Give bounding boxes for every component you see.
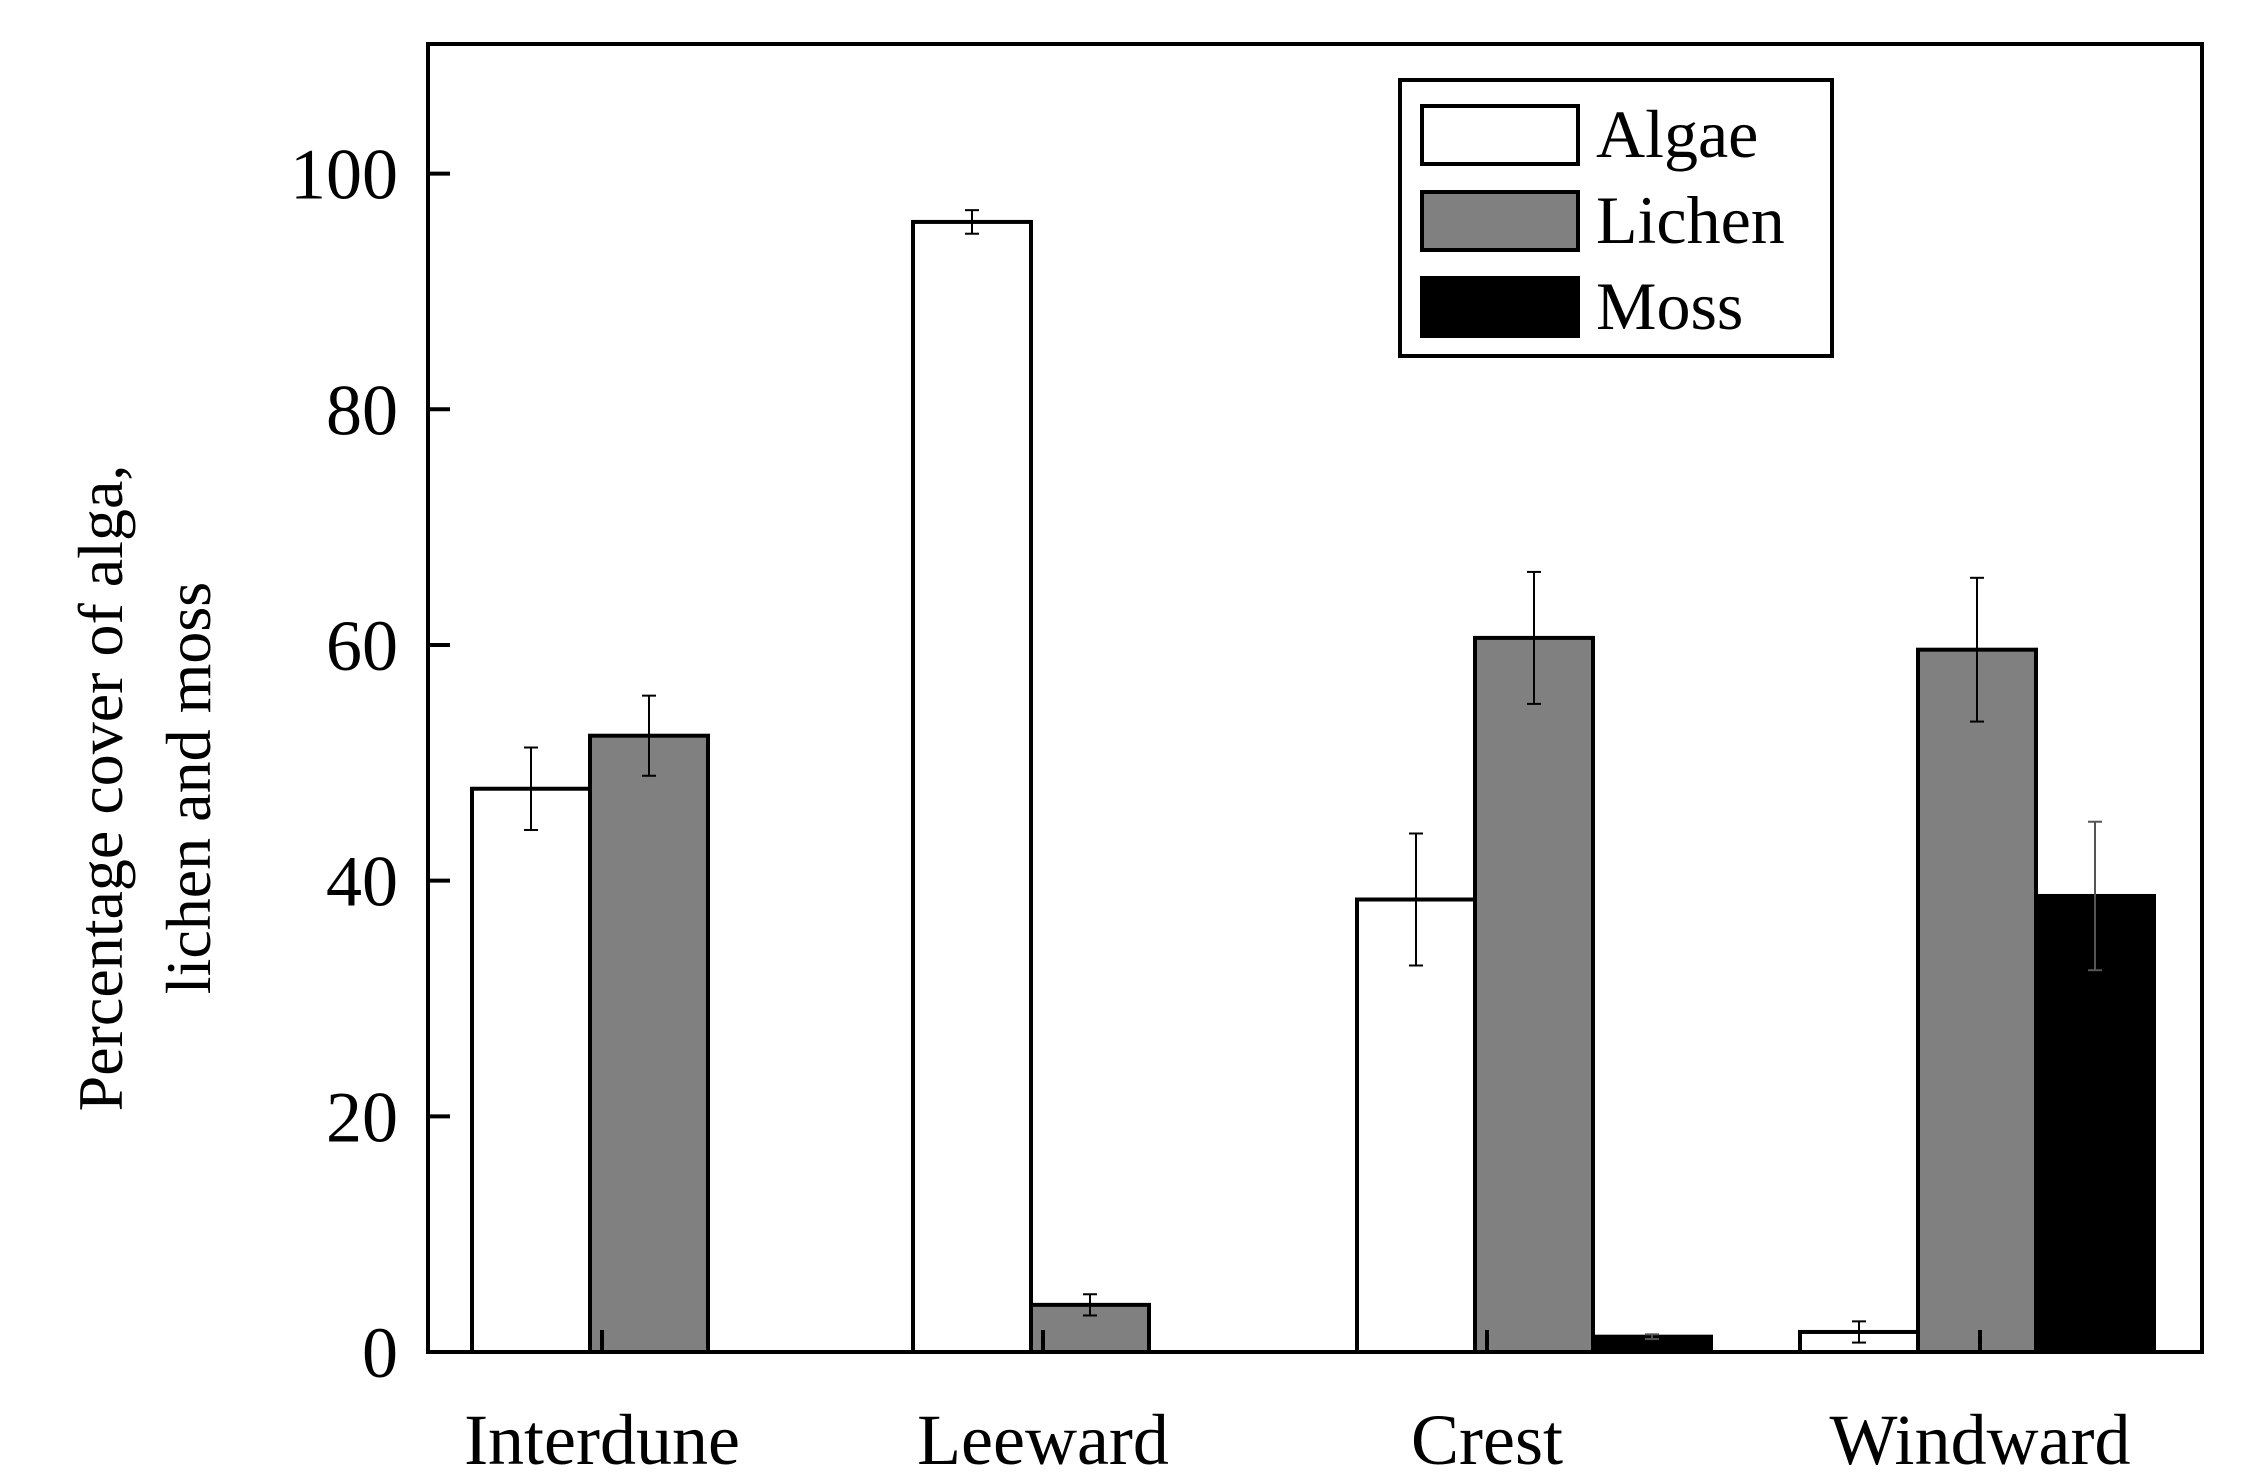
- y-tick-label: 0: [362, 1313, 398, 1393]
- legend-swatch: [1420, 276, 1580, 338]
- bar-lichen-windward: [1916, 647, 2038, 1354]
- error-bar-moss-crest: [1645, 1333, 1659, 1341]
- bar-lichen-crest: [1473, 635, 1595, 1354]
- legend-item-algae: Algae: [1420, 96, 1758, 172]
- error-bar-moss-windward: [2088, 820, 2102, 972]
- y-axis-title: Percentage cover of alga, lichen and mos…: [65, 465, 224, 1112]
- legend-label: Algae: [1596, 96, 1758, 172]
- error-bar-algae-leeward: [965, 209, 979, 235]
- x-tick-label: Windward: [1829, 1400, 2130, 1480]
- legend-label: Moss: [1596, 268, 1743, 344]
- legend-item-lichen: Lichen: [1420, 182, 1785, 258]
- x-axis: Interdune Leeward Crest Windward: [464, 1330, 2131, 1480]
- error-bar-lichen-interdune: [642, 694, 656, 777]
- legend-item-moss: Moss: [1420, 268, 1743, 344]
- error-bar-lichen-crest: [1527, 570, 1541, 705]
- y-axis-title-line-2: lichen and moss: [153, 582, 224, 994]
- x-tick-label: Interdune: [464, 1400, 740, 1480]
- error-bar-lichen-windward: [1970, 576, 1984, 723]
- bar-moss-windward: [2034, 893, 2156, 1355]
- legend-label: Lichen: [1596, 182, 1785, 258]
- x-tick-label: Crest: [1411, 1400, 1563, 1480]
- y-tick-label: 20: [326, 1077, 398, 1157]
- plot-frame: [426, 42, 2204, 1354]
- bar-algae-interdune: [470, 786, 592, 1354]
- y-axis: 0 20 40 60 80 100: [290, 135, 450, 1393]
- legend-swatch: [1420, 104, 1580, 166]
- bars-layer: [470, 219, 2156, 1355]
- error-bar-algae-crest: [1409, 832, 1423, 967]
- legend-swatch: [1420, 190, 1580, 252]
- x-tick-label: Leeward: [917, 1400, 1169, 1480]
- legend: Algae Lichen Moss: [1398, 78, 1834, 358]
- bar-lichen-interdune: [588, 733, 710, 1354]
- error-bar-lichen-leeward: [1083, 1293, 1097, 1317]
- y-axis-title-line-1: Percentage cover of alga,: [65, 465, 136, 1112]
- y-tick-label: 40: [326, 842, 398, 922]
- y-tick-label: 100: [290, 135, 398, 215]
- y-tick-label: 60: [326, 606, 398, 686]
- error-bars-layer: [524, 209, 2102, 1344]
- error-bar-algae-interdune: [524, 746, 538, 831]
- error-bar-algae-windward: [1852, 1320, 1866, 1344]
- bar-algae-leeward: [911, 219, 1033, 1354]
- bar-algae-crest: [1355, 897, 1477, 1354]
- y-tick-label: 80: [326, 370, 398, 450]
